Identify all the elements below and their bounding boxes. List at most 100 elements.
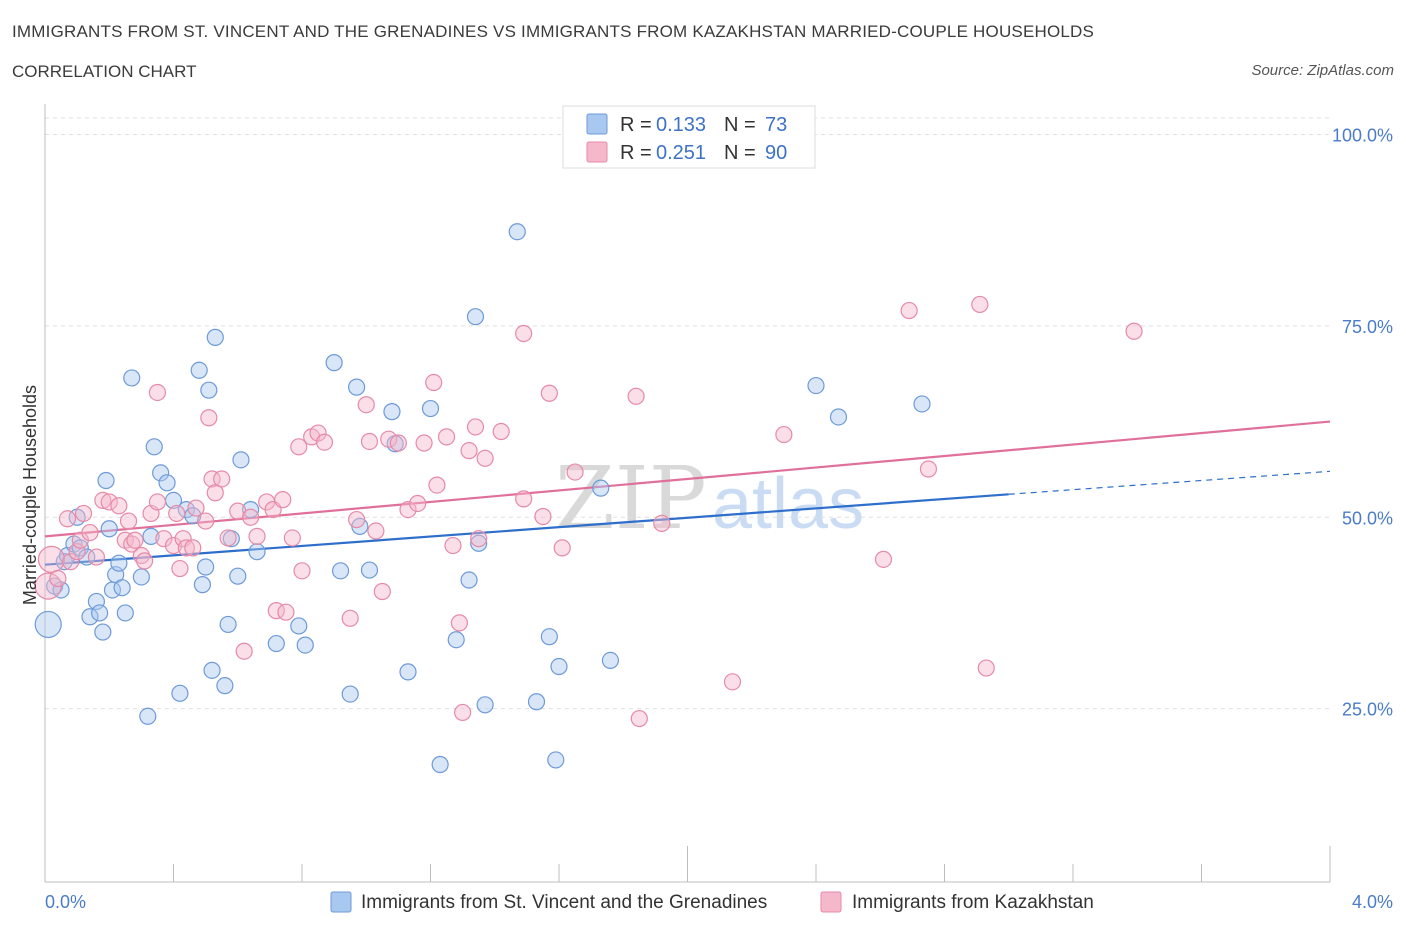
scatter-point-pink bbox=[450, 614, 469, 632]
scatter-point-pink bbox=[135, 552, 154, 570]
scatter-point-pink bbox=[37, 545, 66, 573]
scatter-point-blue bbox=[219, 615, 237, 634]
gridlines bbox=[45, 117, 1330, 710]
scatter-point-blue bbox=[399, 663, 417, 681]
scatter-point-pink bbox=[360, 432, 379, 451]
scatter-point-blue bbox=[829, 408, 848, 426]
scatter-point-pink bbox=[168, 504, 186, 523]
series-legend: Immigrants from St. Vincent and the Gren… bbox=[330, 891, 1094, 913]
x-tick-label: 4.0% bbox=[1352, 892, 1393, 912]
scatter-point-blue bbox=[267, 634, 285, 653]
y-tick-label: 100.0% bbox=[1332, 126, 1393, 146]
scatter-point-pink bbox=[515, 324, 533, 343]
scatter-point-pink bbox=[367, 522, 385, 540]
scatter-point-blue bbox=[78, 548, 96, 566]
scatter-point-pink bbox=[874, 550, 893, 568]
scatter-point-blue bbox=[152, 464, 170, 482]
scatter-point-pink bbox=[58, 510, 77, 528]
scatter-point-blue bbox=[341, 685, 359, 703]
legend-n-label: N = bbox=[724, 142, 756, 164]
scatter-point-blue bbox=[81, 608, 99, 626]
scatter-point-blue bbox=[139, 707, 157, 725]
scatter-point-pink bbox=[94, 491, 112, 510]
scatter-point-pink bbox=[341, 609, 359, 627]
y-axis-label: Married-couple Households bbox=[20, 385, 40, 605]
x-tick-labels: 0.0% 4.0% bbox=[45, 892, 1393, 912]
scatter-point-blue bbox=[145, 438, 163, 456]
correlation-legend: R = 0.133 N = 73 R = 0.251 N = 90 bbox=[562, 105, 816, 169]
scatter-point-pink bbox=[177, 539, 195, 557]
scatter-point-blue bbox=[547, 751, 565, 769]
scatter-point-blue bbox=[290, 617, 308, 635]
scatter-point-pink bbox=[206, 484, 224, 502]
scatter-point-pink bbox=[971, 295, 989, 314]
scatter-point-blue bbox=[466, 308, 485, 326]
scatter-point-pink bbox=[74, 504, 93, 523]
scatter-point-blue bbox=[592, 479, 610, 497]
scatter-point-pink bbox=[171, 559, 189, 578]
scatter-point-blue bbox=[190, 361, 208, 379]
scatter-point-blue bbox=[91, 604, 109, 622]
scatter-point-blue bbox=[383, 403, 401, 421]
scatter-point-pink bbox=[653, 514, 671, 532]
scatter-point-pink bbox=[309, 424, 327, 442]
scatter-point-pink bbox=[119, 512, 138, 530]
scatter-point-pink bbox=[277, 603, 295, 621]
scatter-point-pink bbox=[444, 536, 462, 555]
scatter-point-blue bbox=[550, 657, 568, 676]
scatter-point-pink bbox=[315, 433, 334, 451]
scatter-point-pink bbox=[200, 409, 218, 427]
scatter-point-pink bbox=[466, 418, 485, 436]
trend-line-blue-extension bbox=[1008, 470, 1331, 495]
scatter-point-pink bbox=[566, 463, 584, 481]
scatter-point-blue bbox=[203, 661, 221, 679]
scatter-point-pink bbox=[164, 536, 183, 555]
scatter-point-pink bbox=[274, 491, 292, 509]
scatter-point-pink bbox=[460, 442, 478, 460]
scatter-point-blue bbox=[540, 628, 558, 646]
scatter-point-blue bbox=[97, 471, 115, 490]
scatter-point-pink bbox=[62, 553, 80, 571]
scatter-point-blue bbox=[248, 543, 266, 561]
scatter-point-pink bbox=[373, 582, 391, 601]
legend-swatch-pink bbox=[586, 141, 608, 163]
scatter-point-pink bbox=[187, 499, 205, 517]
scatter-point-pink bbox=[1125, 322, 1143, 340]
scatter-point-blue bbox=[142, 527, 160, 545]
scatter-point-blue bbox=[431, 755, 449, 774]
series-swatch-blue bbox=[330, 891, 352, 913]
scatter-point-pink bbox=[425, 373, 443, 392]
scatter-point-pink bbox=[248, 527, 266, 545]
chart-subtitle: CORRELATION CHART bbox=[12, 62, 197, 81]
scatter-point-blue bbox=[331, 562, 350, 580]
scatter-point-blue bbox=[508, 223, 526, 241]
scatter-point-pink bbox=[110, 497, 128, 515]
scatter-point-blue bbox=[348, 378, 366, 396]
scatter-point-pink bbox=[415, 434, 433, 452]
scatter-point-blue bbox=[94, 623, 112, 641]
scatter-point-pink bbox=[235, 642, 253, 660]
scatter-point-blue bbox=[34, 610, 62, 639]
legend-n-value: 90 bbox=[765, 142, 787, 164]
scatter-point-pink bbox=[476, 449, 494, 467]
scatter-point-blue bbox=[193, 576, 212, 594]
scatter-point-blue bbox=[216, 677, 234, 695]
series-swatch-pink bbox=[820, 891, 842, 913]
scatter-point-pink bbox=[553, 539, 571, 557]
scatter-point-pink bbox=[213, 470, 231, 488]
data-points bbox=[34, 223, 1143, 774]
scatter-point-pink bbox=[148, 383, 167, 402]
scatter-point-pink bbox=[184, 539, 202, 557]
source-credit: Source: ZipAtlas.com bbox=[1251, 62, 1394, 79]
scatter-point-blue bbox=[460, 571, 478, 589]
scatter-point-blue bbox=[470, 534, 488, 552]
chart-title: IMMIGRANTS FROM ST. VINCENT AND THE GREN… bbox=[12, 22, 1095, 41]
scatter-point-blue bbox=[200, 381, 218, 399]
legend-n-label: N = bbox=[724, 114, 756, 136]
scatter-point-pink bbox=[219, 529, 237, 547]
scatter-point-pink bbox=[627, 387, 645, 405]
scatter-point-pink bbox=[428, 476, 446, 494]
scatter-point-pink bbox=[100, 493, 118, 511]
scatter-point-pink bbox=[534, 507, 552, 526]
scatter-point-blue bbox=[232, 451, 250, 469]
